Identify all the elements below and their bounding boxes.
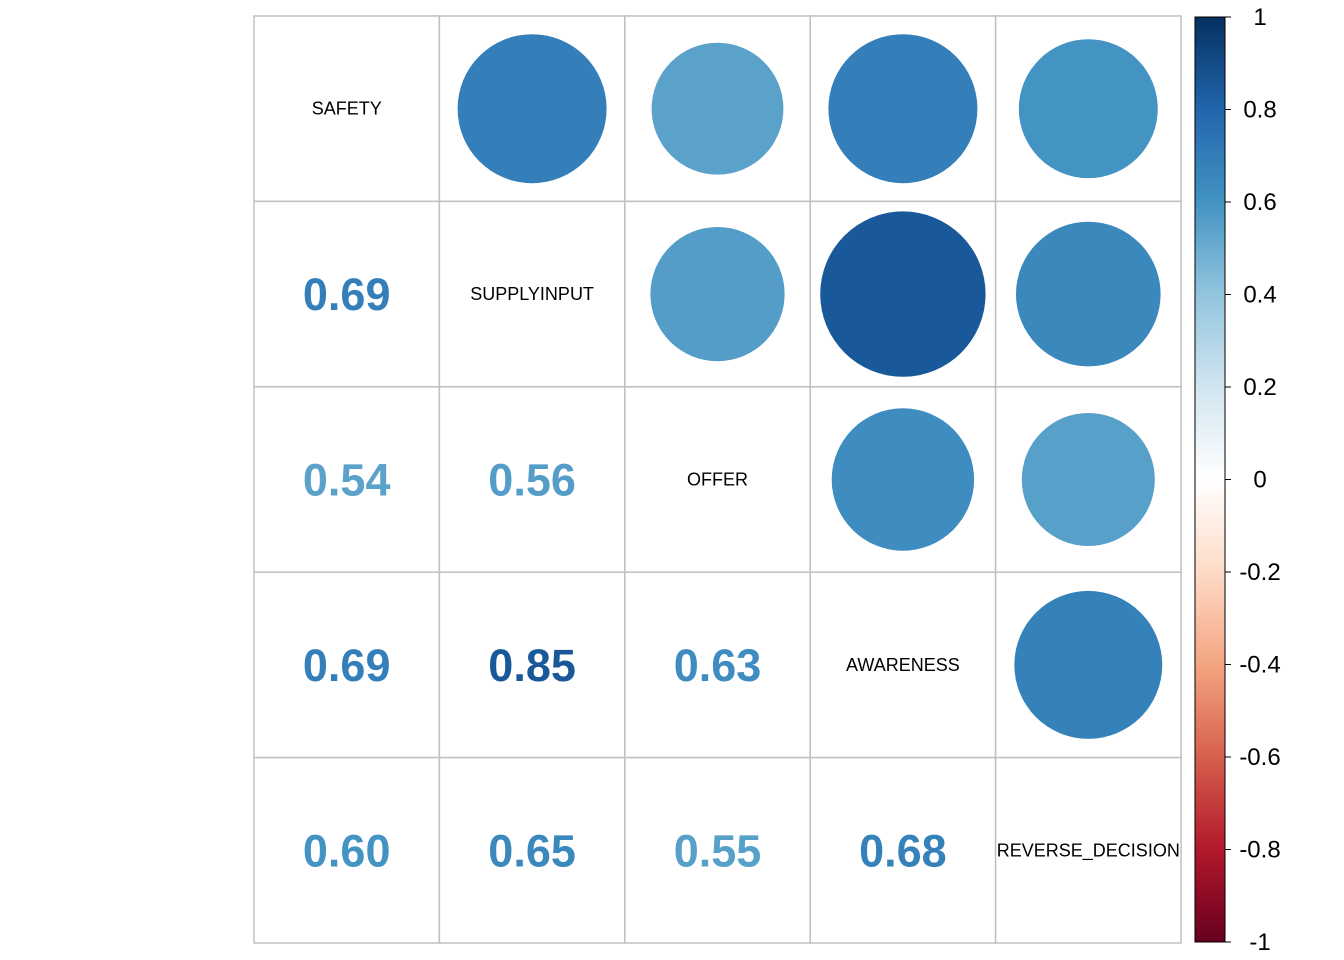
colorbar-tick-label: 0.6 [1243,189,1276,216]
correlation-value-4-1: 0.65 [488,825,576,876]
grid-cell-3-3 [809,571,997,759]
grid-cell-2-2 [624,386,811,573]
grid-cell-4-0 [253,756,441,944]
grid-cell-0-0 [253,15,441,203]
correlation-value-4-2: 0.55 [674,825,762,876]
colorbar-legend: 1 0.8 0.6 0.4 0.2 0 -0.2 -0.4 -0.6 -0.8 -1 [1194,4,1281,956]
correlation-value-3-1: 0.85 [488,640,576,691]
correlation-circle-1-3 [820,211,986,377]
correlation-circle-3-4 [1014,590,1163,739]
variable-label-supplyinput: SUPPLYINPUT [470,284,594,304]
correlation-circle-1-2 [650,226,785,362]
colorbar-gradient [1194,16,1226,943]
correlation-value-4-0: 0.60 [303,825,391,876]
correlation-value-3-0: 0.69 [303,640,391,691]
correlation-circle-1-4 [1015,221,1161,367]
correlation-value-2-1: 0.56 [488,455,576,506]
correlation-circle-0-3 [828,34,978,184]
grid-cell-4-2 [624,756,811,944]
colorbar-tick-label: -1 [1249,929,1270,956]
correlation-value-1-0: 0.69 [303,269,391,320]
grid-cell-4-4 [994,756,1182,944]
colorbar-tick-label: 0.8 [1243,97,1276,124]
correlation-circle-0-1 [457,34,607,184]
variable-label-offer: OFFER [687,470,748,490]
grid-cell-3-0 [253,571,441,759]
correlation-value-2-0: 0.54 [303,455,391,506]
correlation-circle-2-4 [1021,412,1155,547]
variable-label-safety: SAFETY [312,99,382,119]
correlation-circle-0-2 [651,42,784,175]
grid-cell-1-0 [253,200,441,388]
colorbar-tick-label: -0.8 [1239,837,1280,864]
grid-cell-4-1 [438,756,626,944]
colorbar-tick-label: 0.2 [1243,374,1276,401]
colorbar-tick-label: 0.4 [1243,282,1276,309]
correlation-circle-2-3 [831,408,975,551]
variable-label-awareness: AWARENESS [846,655,960,675]
colorbar-tick-label: -0.2 [1239,559,1280,586]
colorbar-tick-label: 1 [1253,4,1266,31]
variable-label-reverse-decision: REVERSE_DECISION [997,840,1180,861]
colorbar-tick-label: 0 [1253,467,1266,494]
colorbar-tick-label: -0.4 [1239,652,1280,679]
grid-cell-3-2 [624,571,811,759]
grid-cell-2-1 [438,386,626,573]
colorbar-tick-label: -0.6 [1239,744,1280,771]
correlation-circle-0-4 [1018,39,1158,179]
correlation-grid: SAFETY 0.69 SUPPLYINPUT 0.54 0.56 OFFER 0.69 0.… [253,15,1182,944]
correlation-value-3-2: 0.63 [674,640,762,691]
grid-cell-3-1 [438,571,626,759]
correlation-value-4-3: 0.68 [859,825,947,876]
